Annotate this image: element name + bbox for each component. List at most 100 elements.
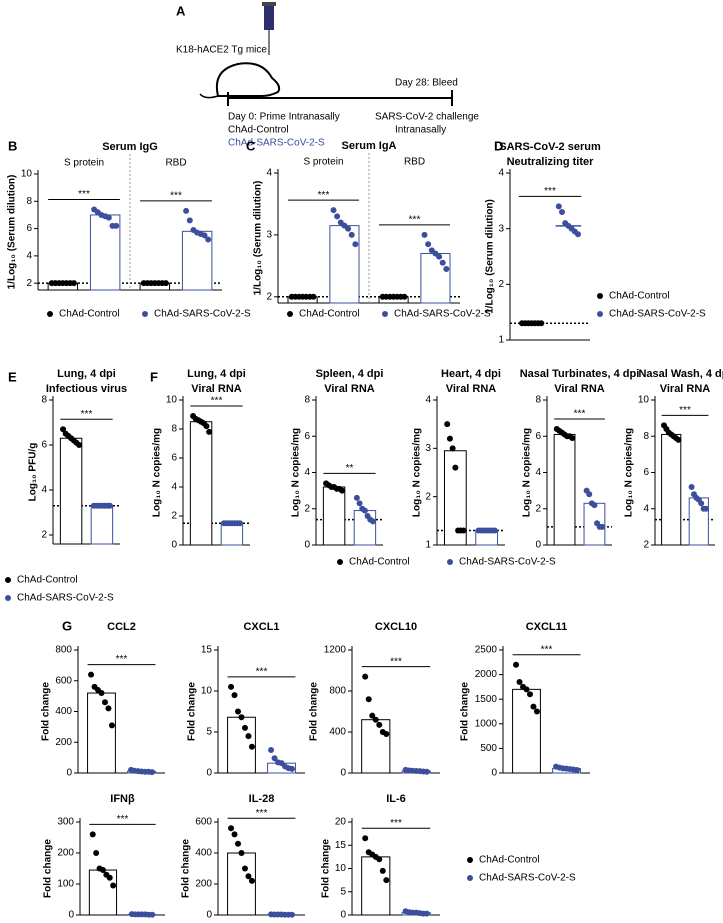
panel-letter: B xyxy=(8,138,17,153)
data-point xyxy=(162,280,169,287)
data-point xyxy=(99,867,106,874)
y-tick-label: 4 xyxy=(41,485,47,496)
data-point xyxy=(444,421,451,428)
y-axis-label: Log₁₀ N copies/mg xyxy=(291,428,302,517)
significance-label: *** xyxy=(390,656,402,667)
chart-title: Neutralizing titer xyxy=(507,156,595,168)
y-tick-label: 800 xyxy=(55,645,72,656)
legend-marker xyxy=(142,311,148,317)
y-tick-label: 5 xyxy=(206,727,212,738)
panel-letter: C xyxy=(246,138,256,153)
data-point xyxy=(365,696,372,703)
data-point xyxy=(206,428,213,435)
data-point xyxy=(376,721,383,728)
data-point xyxy=(149,911,156,918)
chart-title: Viral RNA xyxy=(446,383,497,395)
data-point xyxy=(183,207,190,214)
significance-label: *** xyxy=(574,409,586,420)
data-point xyxy=(228,683,235,690)
data-point xyxy=(186,217,193,224)
y-axis-label: Fold change xyxy=(309,682,320,741)
legend-label: ChAd-SARS-CoV-2-S xyxy=(609,309,706,320)
y-tick-label: 10 xyxy=(638,395,650,406)
y-tick-label: 200 xyxy=(195,879,212,890)
legend-label: ChAd-Control xyxy=(609,291,670,302)
y-axis-label: Log₁₀ N copies/mg xyxy=(522,428,533,517)
data-point xyxy=(421,231,428,238)
data-point xyxy=(334,213,341,220)
significance-label: *** xyxy=(170,190,182,201)
legend-marker xyxy=(467,857,473,863)
y-tick-label: 0 xyxy=(68,910,74,921)
data-point xyxy=(526,691,533,698)
significance-label: *** xyxy=(544,186,556,197)
bar xyxy=(189,421,213,546)
chart-title: CXCL11 xyxy=(526,621,568,633)
category-label: RBD xyxy=(404,157,425,168)
bar xyxy=(420,252,451,304)
data-point xyxy=(361,507,368,514)
legend-marker xyxy=(467,875,473,881)
y-tick-label: 6 xyxy=(171,453,177,464)
data-point xyxy=(513,661,520,668)
y-axis-label: 1/Log₁₀ (Serum dilution) xyxy=(7,175,18,290)
legend-label: ChAd-Control xyxy=(479,855,540,866)
chart-title: IL-28 xyxy=(249,793,275,805)
y-tick-label: 0 xyxy=(206,910,212,921)
y-tick-label: 3 xyxy=(498,223,504,234)
data-point xyxy=(238,850,245,856)
group-label: ChAd-Control xyxy=(228,125,289,136)
y-tick-label: 2 xyxy=(643,540,649,551)
prime-label: Day 0: Prime Intranasally xyxy=(228,112,340,123)
legend-marker xyxy=(597,293,603,299)
bar xyxy=(90,505,114,545)
data-point xyxy=(449,445,456,452)
y-tick-label: 1000 xyxy=(475,718,498,729)
legend-marker xyxy=(337,559,343,565)
data-point xyxy=(268,747,275,754)
panel-letter: E xyxy=(8,369,17,384)
data-point xyxy=(98,690,105,697)
chart-title: IL-6 xyxy=(386,793,406,805)
significance-label: *** xyxy=(256,808,268,819)
data-point xyxy=(330,207,337,214)
y-tick-label: 6 xyxy=(535,431,541,442)
y-axis-label: Fold change xyxy=(187,682,198,741)
schematic: A K18-hACE2 Tg mice Day 0: Prime Intrana… xyxy=(176,2,479,149)
y-tick-label: 4 xyxy=(266,168,272,179)
chart-title: CCL2 xyxy=(107,621,136,633)
data-point xyxy=(523,686,530,693)
data-point xyxy=(446,435,453,442)
data-point xyxy=(288,765,295,772)
syringe-cap xyxy=(262,2,276,6)
data-point xyxy=(339,487,346,494)
y-tick-label: 100 xyxy=(57,879,74,890)
chart-title: Lung, 4 dpi xyxy=(187,368,246,380)
data-point xyxy=(238,714,245,721)
chart-title: Viral RNA xyxy=(191,383,242,395)
y-tick-label: 8 xyxy=(26,196,32,207)
y-tick-label: 4 xyxy=(643,503,649,514)
y-axis-label: Fold change xyxy=(321,839,332,898)
bar xyxy=(661,433,682,546)
data-point xyxy=(559,208,565,215)
y-axis-label: Log₁₀ N copies/mg xyxy=(152,428,163,517)
data-point xyxy=(439,259,446,266)
data-point xyxy=(362,673,369,680)
category-label: RBD xyxy=(165,158,186,169)
legend-marker xyxy=(5,577,11,583)
y-tick-label: 2 xyxy=(26,278,32,289)
y-tick-label: 4 xyxy=(425,395,431,406)
y-tick-label: 2500 xyxy=(475,645,498,656)
data-point xyxy=(591,502,598,509)
bar xyxy=(87,692,116,774)
data-point xyxy=(555,203,562,210)
y-tick-label: 1200 xyxy=(324,645,347,656)
data-point xyxy=(106,874,113,881)
mouse-tail xyxy=(199,93,219,99)
y-tick-label: 500 xyxy=(480,743,497,754)
data-point xyxy=(203,423,210,430)
data-point xyxy=(436,253,443,260)
data-point xyxy=(245,873,252,880)
data-point xyxy=(443,265,450,272)
